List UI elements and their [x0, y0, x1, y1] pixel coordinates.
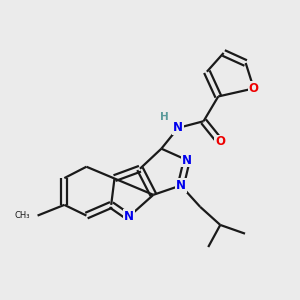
Text: N: N	[173, 122, 183, 134]
Text: O: O	[215, 136, 225, 148]
Text: N: N	[124, 210, 134, 224]
Text: H: H	[160, 112, 169, 122]
Text: O: O	[249, 82, 259, 95]
Text: CH₃: CH₃	[14, 211, 29, 220]
Text: N: N	[176, 179, 186, 192]
Text: N: N	[182, 154, 192, 166]
